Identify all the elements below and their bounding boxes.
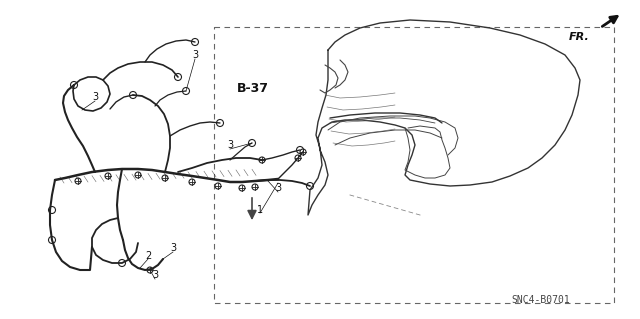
Text: 3: 3 xyxy=(152,270,158,280)
Bar xyxy=(214,27,614,303)
Text: 3: 3 xyxy=(92,92,98,102)
Text: 3: 3 xyxy=(227,140,233,150)
Text: B-37: B-37 xyxy=(237,82,269,95)
Text: 3: 3 xyxy=(170,243,176,253)
Text: 3: 3 xyxy=(192,50,198,60)
Text: SNC4-B0701: SNC4-B0701 xyxy=(511,295,570,305)
Text: 2: 2 xyxy=(145,251,151,261)
Text: FR.: FR. xyxy=(569,32,590,42)
Text: 3: 3 xyxy=(275,183,281,193)
Text: 1: 1 xyxy=(257,205,263,215)
